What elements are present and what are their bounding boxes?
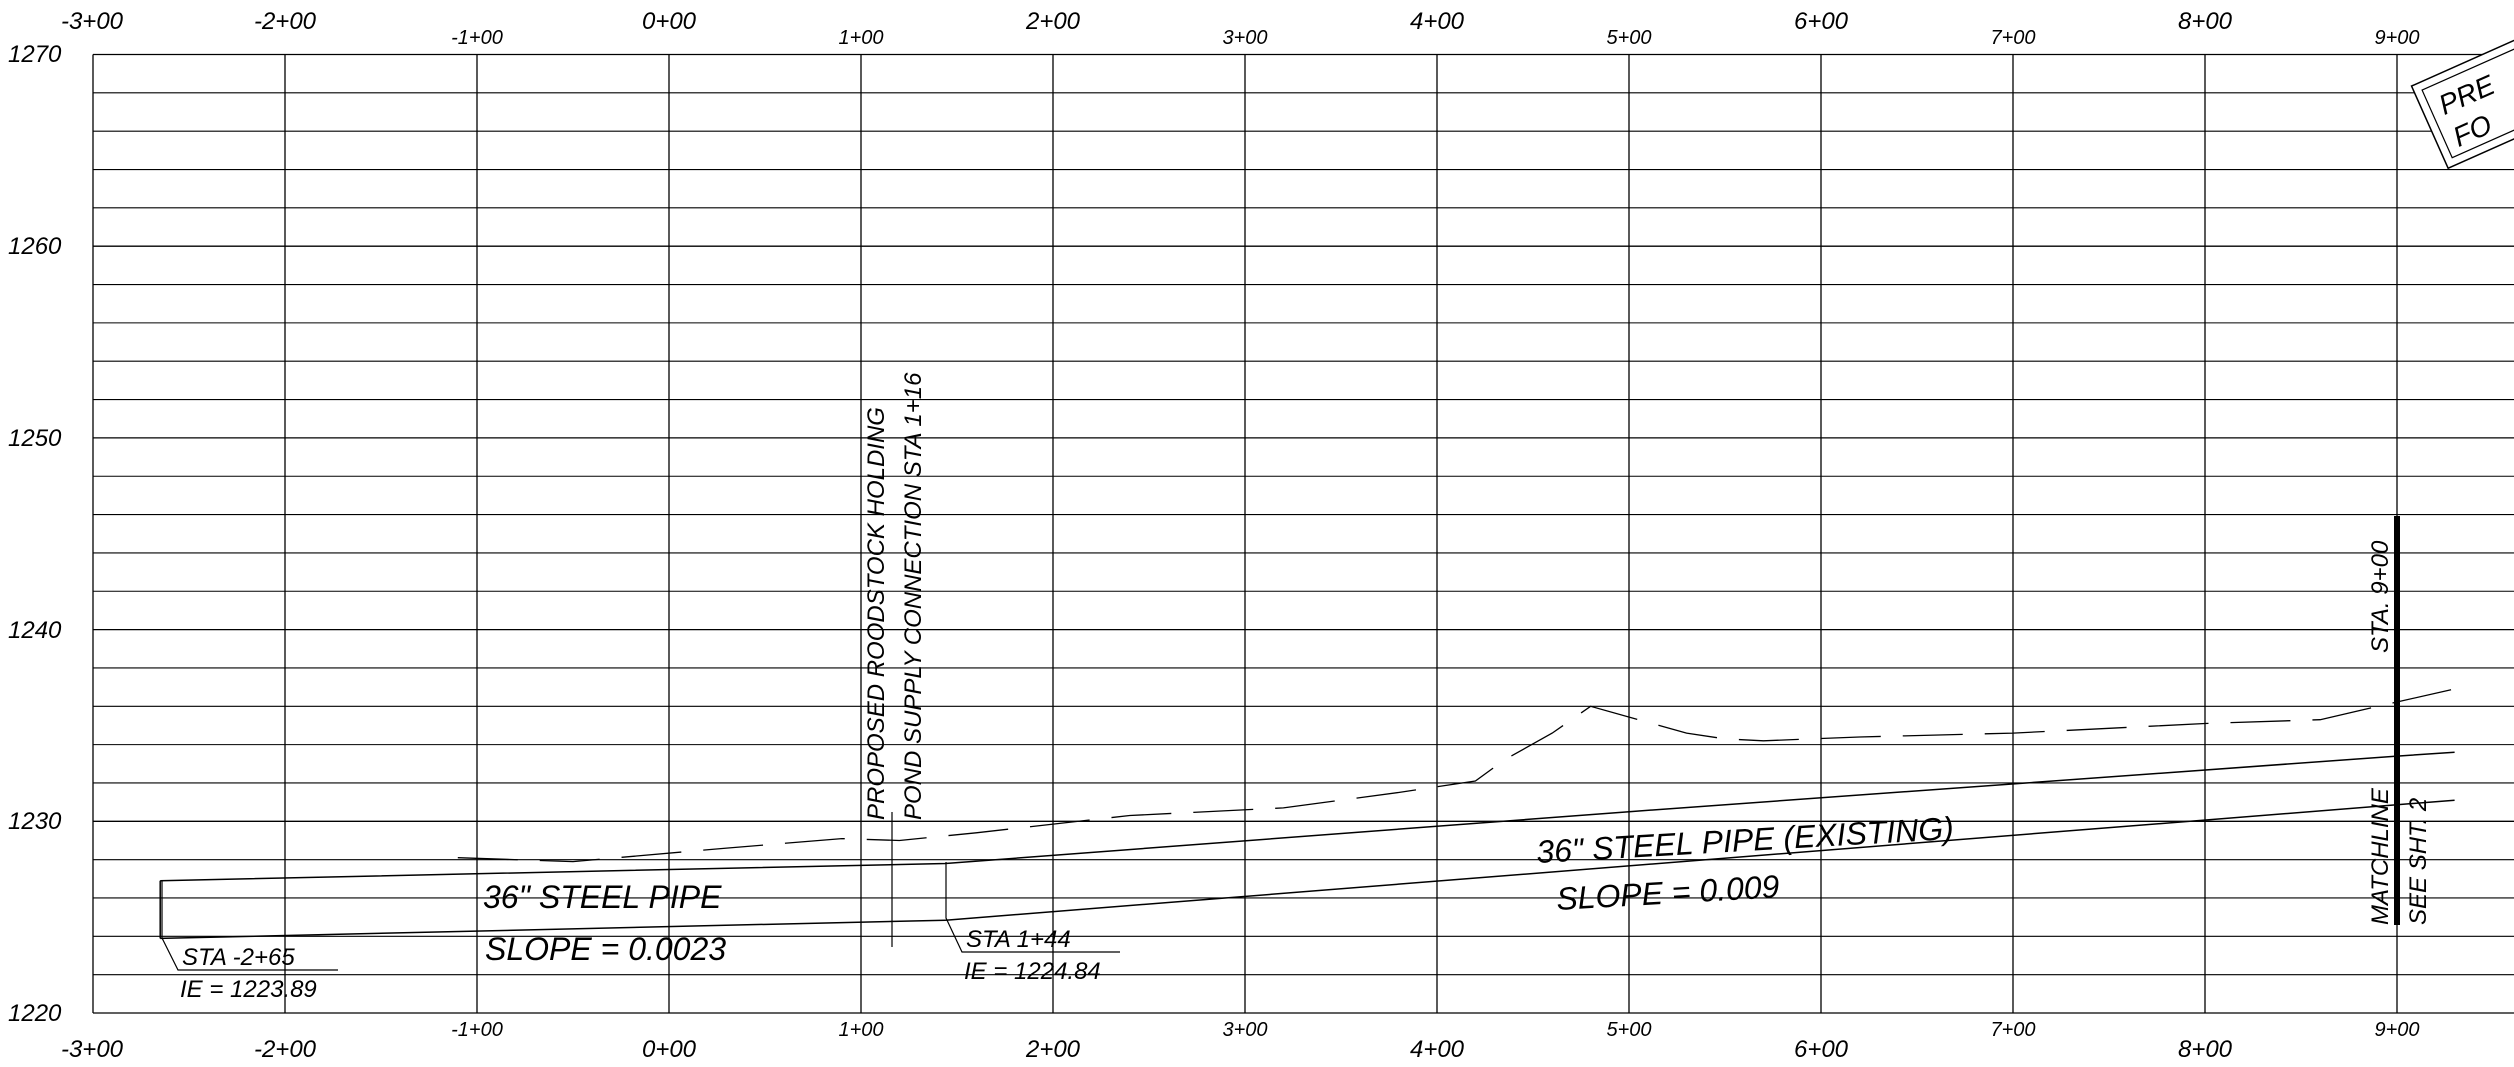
station-label-top: 9+00 bbox=[2374, 27, 2419, 49]
callout-leaders bbox=[161, 812, 1120, 971]
pipe-profile bbox=[159, 751, 2455, 940]
station-axis-bottom: -3+00 -2+00 -1+00 0+00 1+00 2+00 3+00 4+… bbox=[61, 1019, 2420, 1063]
station-label-top: 8+00 bbox=[2178, 8, 2233, 35]
station-label-top: -2+00 bbox=[254, 8, 317, 35]
stamp-outer-border bbox=[2410, 28, 2514, 170]
match-station-label: STA. 9+00 bbox=[2367, 540, 2394, 653]
elevation-axis: 1270 1260 1250 1240 1230 1220 bbox=[8, 41, 62, 1027]
proposed-connection-note-station: POND SUPPLY CONNECTION STA 1+16 bbox=[900, 372, 927, 820]
ground-profile bbox=[457, 688, 2455, 863]
proposed-pipe-label: 36" STEEL PIPE bbox=[483, 879, 722, 915]
station-label-top: 2+00 bbox=[1025, 8, 1081, 35]
station-label-bottom: 9+00 bbox=[2374, 1019, 2419, 1041]
station-label-bottom: -1+00 bbox=[451, 1019, 503, 1041]
station-label-bottom: 3+00 bbox=[1222, 1019, 1267, 1041]
station-axis-top: -3+00 -2+00 -1+00 0+00 1+00 2+00 3+00 4+… bbox=[61, 8, 2420, 49]
elevation-label-1240: 1240 bbox=[8, 617, 62, 644]
station-label-top: 1+00 bbox=[838, 27, 883, 49]
existing-pipe-slope: SLOPE = 0.009 bbox=[1555, 868, 1780, 917]
station-label-bottom: 1+00 bbox=[838, 1019, 883, 1041]
matchline-label: MATCHLINE bbox=[2367, 787, 2394, 925]
start-invert-callout: IE = 1223.89 bbox=[180, 976, 317, 1003]
bend-invert-callout: IE = 1224.84 bbox=[964, 958, 1101, 985]
existing-ground-line bbox=[457, 688, 2455, 863]
station-label-bottom: 0+00 bbox=[642, 1036, 697, 1063]
station-label-top: -1+00 bbox=[451, 27, 503, 49]
elevation-label-1250: 1250 bbox=[8, 425, 62, 452]
see-sheet-label: SEE SHT. 2 bbox=[2405, 798, 2432, 925]
station-label-bottom: -2+00 bbox=[254, 1036, 317, 1063]
station-label-top: 6+00 bbox=[1794, 8, 1849, 35]
title-stamp: PRE FO bbox=[2410, 28, 2514, 170]
station-label-top: 3+00 bbox=[1222, 27, 1267, 49]
elevation-label-1220: 1220 bbox=[8, 1000, 62, 1027]
station-label-top: 7+00 bbox=[1990, 27, 2035, 49]
station-label-top: 0+00 bbox=[642, 8, 697, 35]
start-callout-leader bbox=[161, 880, 338, 971]
station-label-bottom: 5+00 bbox=[1606, 1019, 1651, 1041]
station-label-top: -3+00 bbox=[61, 8, 124, 35]
bend-callout-leader bbox=[945, 862, 1120, 953]
stamp-inner-border bbox=[2421, 38, 2514, 159]
existing-pipe-label: 36" STEEL PIPE (EXISTING) bbox=[1535, 810, 1954, 870]
station-label-bottom: 2+00 bbox=[1025, 1036, 1081, 1063]
proposed-pipe-invert bbox=[160, 919, 946, 940]
station-label-top: 5+00 bbox=[1606, 27, 1651, 49]
elevation-label-1260: 1260 bbox=[8, 233, 62, 260]
start-station-callout: STA -2+65 bbox=[182, 944, 295, 971]
bend-station-callout: STA 1+44 bbox=[966, 926, 1071, 953]
station-label-top: 4+00 bbox=[1410, 8, 1465, 35]
proposed-connection-note: PROPOSED ROODSTOCK HOLDING bbox=[863, 407, 890, 820]
station-label-bottom: 7+00 bbox=[1990, 1019, 2035, 1041]
grid bbox=[92, 53, 2514, 1014]
station-label-bottom: 8+00 bbox=[2178, 1036, 2233, 1063]
elevation-label-1270: 1270 bbox=[8, 41, 62, 68]
proposed-pipe-slope: SLOPE = 0.0023 bbox=[485, 931, 726, 967]
elevation-label-1230: 1230 bbox=[8, 808, 62, 835]
station-label-bottom: 4+00 bbox=[1410, 1036, 1465, 1063]
station-label-bottom: 6+00 bbox=[1794, 1036, 1849, 1063]
station-label-bottom: -3+00 bbox=[61, 1036, 124, 1063]
pipe-crown-line bbox=[160, 751, 2455, 882]
existing-pipe-invert bbox=[945, 799, 2455, 921]
